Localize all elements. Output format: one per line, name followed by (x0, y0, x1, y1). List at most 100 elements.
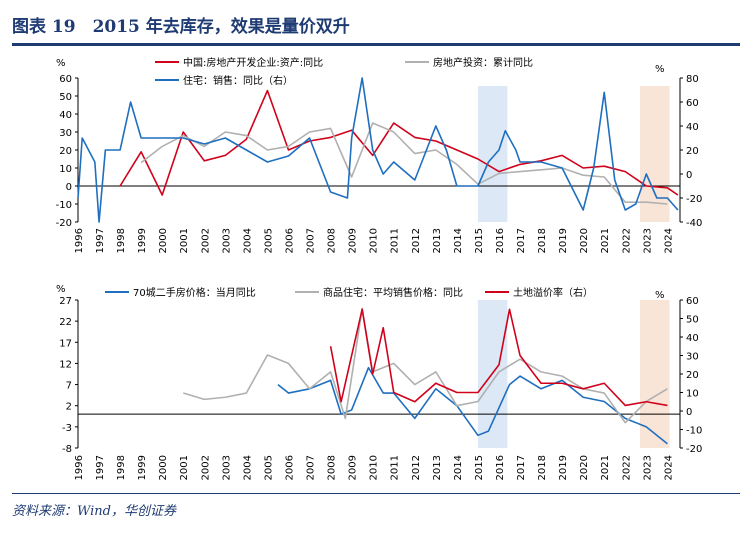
right-tick-label: 40 (686, 333, 699, 344)
left-tick-label: -8 (62, 444, 72, 455)
left-tick-label: 17 (59, 338, 72, 349)
x-tick-label: 2004 (242, 228, 253, 253)
x-tick-label: 2023 (642, 455, 653, 480)
x-tick-label: 2022 (621, 455, 632, 480)
legend-label: 中国:房地产开发企业:资产:同比 (183, 56, 323, 69)
series-line-red (329, 308, 668, 407)
left-tick-label: 10 (59, 164, 72, 175)
series-line-blue (77, 77, 679, 223)
x-tick-label: 2002 (200, 228, 211, 253)
x-tick-label: 2008 (327, 228, 338, 253)
right-tick-label: 30 (686, 352, 699, 363)
x-tick-label: 2004 (242, 455, 253, 480)
x-tick-label: 2012 (411, 455, 422, 480)
left-tick-label: 22 (59, 317, 72, 328)
x-tick-label: 1999 (137, 455, 148, 480)
x-tick-label: 1998 (116, 455, 127, 480)
x-tick-label: 2006 (284, 228, 295, 253)
legend-label: 70城二手房价格：当月同比 (133, 286, 256, 299)
right-tick-label: 0 (686, 170, 692, 181)
series-line-gray (140, 122, 668, 205)
right-tick-label: 80 (686, 74, 699, 85)
x-tick-label: 2010 (369, 228, 380, 253)
x-tick-label: 2009 (348, 228, 359, 253)
x-tick-label: 2015 (474, 228, 485, 253)
right-tick-label: 60 (686, 296, 699, 307)
left-tick-label: 27 (59, 296, 72, 307)
x-tick-label: 2005 (263, 228, 274, 253)
left-unit-label: % (56, 58, 66, 69)
left-tick-label: 7 (66, 381, 72, 392)
series-line-red (119, 89, 679, 196)
x-tick-label: 2015 (474, 455, 485, 480)
x-tick-label: 2007 (306, 455, 317, 480)
x-tick-label: 1996 (74, 228, 85, 253)
left-tick-label: 2 (66, 402, 72, 413)
figure-title: 图表 19 2015 年去库存，效果是量价双升 (12, 17, 350, 37)
left-tick-label: 60 (59, 74, 72, 85)
highlight-band-orange (640, 86, 670, 222)
right-tick-label: -20 (686, 444, 702, 455)
x-tick-label: 2023 (642, 228, 653, 253)
x-tick-label: 1997 (95, 228, 106, 253)
right-tick-label: -10 (686, 426, 702, 437)
highlight-band-orange (640, 300, 670, 448)
right-tick-label: 20 (686, 370, 699, 381)
series-line-gray (183, 307, 668, 424)
right-tick-label: 10 (686, 389, 699, 400)
left-tick-label: -20 (56, 218, 72, 229)
left-tick-label: 20 (59, 146, 72, 157)
x-tick-label: 2000 (158, 455, 169, 480)
highlight-band-blue (477, 86, 508, 222)
title-rule (12, 43, 740, 46)
right-tick-label: 40 (686, 122, 699, 133)
x-tick-label: 2018 (537, 228, 548, 253)
right-unit-label: % (655, 64, 665, 75)
bottom-rule (12, 493, 740, 494)
x-tick-label: 2006 (284, 455, 295, 480)
x-tick-label: 1996 (74, 455, 85, 480)
x-tick-label: 2013 (432, 455, 443, 480)
source-note: 资料来源：Wind，华创证券 (12, 504, 176, 519)
right-tick-label: -40 (686, 218, 702, 229)
x-tick-label: 2002 (200, 455, 211, 480)
right-tick-label: 50 (686, 315, 699, 326)
x-tick-label: 2020 (579, 228, 590, 253)
x-tick-label: 2014 (453, 228, 464, 253)
right-tick-label: 60 (686, 98, 699, 109)
x-tick-label: 2003 (221, 455, 232, 480)
left-unit-label: % (56, 284, 66, 295)
left-tick-label: 30 (59, 128, 72, 139)
x-tick-label: 2003 (221, 228, 232, 253)
x-tick-label: 2011 (390, 228, 401, 253)
left-tick-label: 0 (66, 182, 72, 193)
x-tick-label: 2024 (663, 228, 674, 253)
x-tick-label: 2019 (558, 228, 569, 253)
legend-label: 住宅：销售：同比（右） (183, 74, 293, 87)
x-tick-label: 2021 (600, 455, 611, 480)
x-tick-label: 2020 (579, 455, 590, 480)
x-tick-label: 2013 (432, 228, 443, 253)
right-unit-label: % (655, 290, 665, 301)
right-tick-label: 20 (686, 146, 699, 157)
x-tick-label: 2011 (390, 455, 401, 480)
x-tick-label: 2016 (495, 455, 506, 480)
x-tick-label: 2009 (348, 455, 359, 480)
x-tick-label: 2014 (453, 455, 464, 480)
x-tick-label: 2024 (663, 455, 674, 480)
left-tick-label: -3 (62, 423, 72, 434)
legend-label: 房地产投资：累计同比 (433, 56, 533, 69)
x-tick-label: 1997 (95, 455, 106, 480)
x-tick-label: 2007 (306, 228, 317, 253)
right-tick-label: 0 (686, 407, 692, 418)
x-tick-label: 1998 (116, 228, 127, 253)
x-tick-label: 2019 (558, 455, 569, 480)
x-tick-label: 2022 (621, 228, 632, 253)
x-tick-label: 2018 (537, 455, 548, 480)
x-tick-label: 2001 (179, 228, 190, 253)
left-tick-label: 40 (59, 110, 72, 121)
x-tick-label: 2016 (495, 228, 506, 253)
x-tick-label: 2017 (516, 455, 527, 480)
left-tick-label: -10 (56, 200, 72, 211)
